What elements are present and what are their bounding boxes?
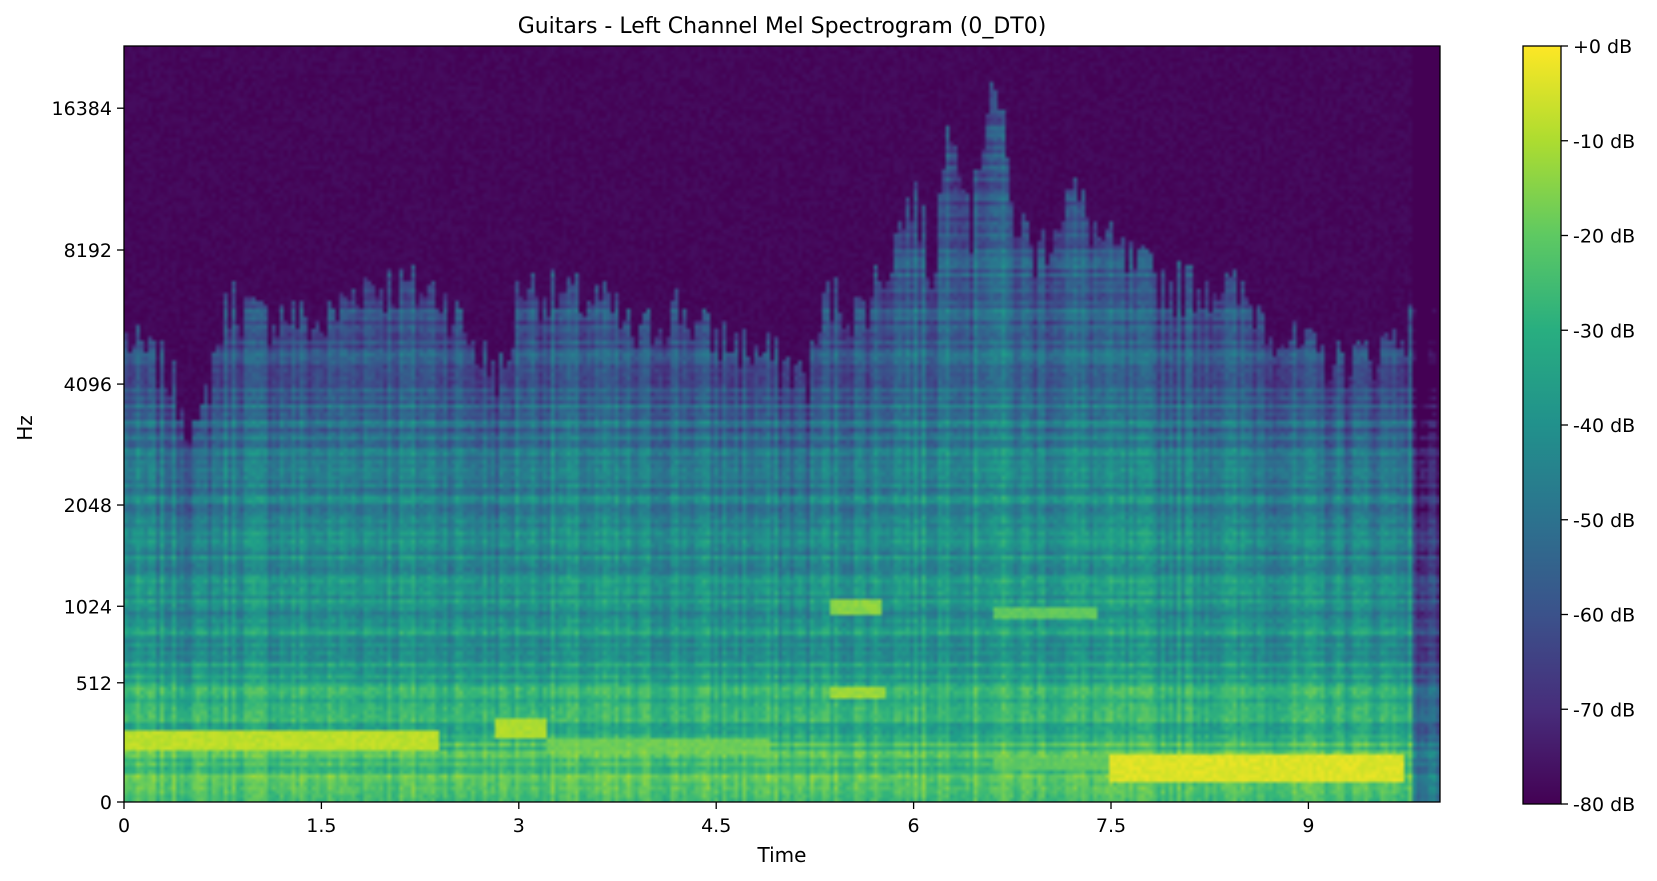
y-tick-label: 0 [100, 792, 112, 814]
x-tick-label: 1.5 [306, 815, 336, 837]
y-axis: 0 512 1024 2048 4096 8192 16384 [52, 98, 124, 814]
y-tick-label: 16384 [52, 98, 112, 120]
y-tick-label: 512 [76, 673, 112, 695]
plot-frame [123, 45, 1441, 803]
x-tick-label: 7.5 [1096, 815, 1126, 837]
x-tick-label: 9 [1302, 815, 1314, 837]
y-axis-label: Hz [13, 415, 37, 441]
colorbar-tick-label: -10 dB [1573, 131, 1635, 153]
colorbar: +0 dB -10 dB -20 dB -30 dB -40 dB -50 dB -60 d… [1522, 36, 1635, 816]
colorbar-tick-label: -50 dB [1573, 510, 1635, 532]
x-tick-label: 3 [513, 815, 525, 837]
heatmap-image [124, 46, 1440, 802]
x-axis-label: Time [757, 843, 807, 867]
colorbar-tick-label: -70 dB [1573, 699, 1635, 721]
colorbar-gradient [1522, 45, 1562, 805]
x-axis: 0 1.5 3 4.5 6 7.5 9 [118, 802, 1314, 837]
x-tick-label: 0 [118, 815, 130, 837]
colorbar-tick-label: -20 dB [1573, 226, 1635, 248]
chart-title: Guitars - Left Channel Mel Spectrogram (… [518, 14, 1047, 39]
x-tick-label: 4.5 [701, 815, 731, 837]
colorbar-tick-label: -80 dB [1573, 794, 1635, 816]
colorbar-tick-label: -40 dB [1573, 415, 1635, 437]
colorbar-tick-label: -60 dB [1573, 605, 1635, 627]
colorbar-tick-label: +0 dB [1573, 36, 1632, 58]
plot-area [124, 46, 1440, 802]
y-tick-label: 2048 [64, 495, 112, 517]
colorbar-ticks: +0 dB -10 dB -20 dB -30 dB -40 dB -50 dB -60 d… [1561, 36, 1635, 816]
colorbar-tick-label: -30 dB [1573, 320, 1635, 342]
x-tick-label: 6 [908, 815, 920, 837]
y-tick-label: 1024 [64, 596, 112, 618]
y-tick-label: 8192 [64, 240, 112, 262]
y-tick-label: 4096 [64, 374, 112, 396]
